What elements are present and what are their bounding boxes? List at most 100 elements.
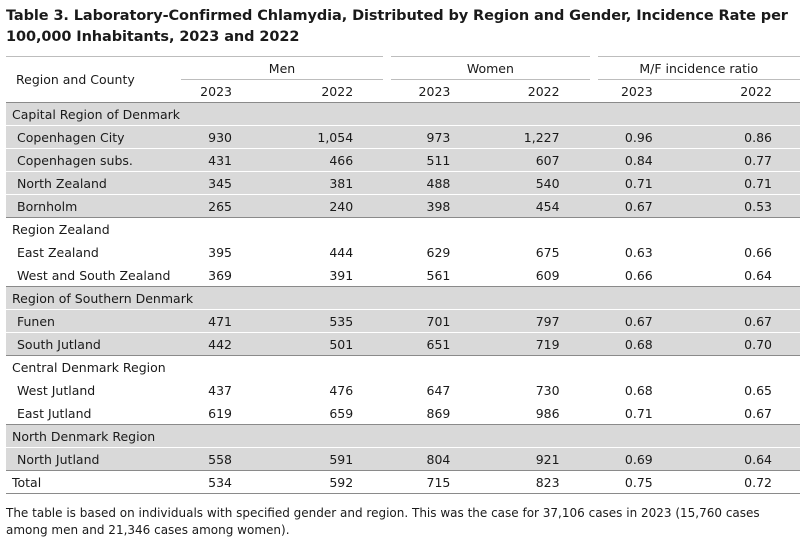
table-cell: 395: [180, 240, 284, 264]
region-county-header: Region and County: [6, 56, 181, 103]
women-group-header: Women: [383, 56, 594, 80]
table-cell: 591: [283, 447, 388, 471]
table-cell: 797: [490, 309, 594, 333]
table-cell: 730: [490, 378, 594, 402]
table-cell: 1,227: [490, 125, 594, 149]
year-header: 2023: [387, 79, 491, 103]
county-row: West Jutland 437 476 647 730 0.68 0.65: [6, 378, 800, 402]
county-row: East Zealand 395 444 629 675 0.63 0.66: [6, 240, 800, 264]
table-cell: 488: [387, 171, 491, 195]
header-row-groups: Region and County Men Women M/F incidenc…: [6, 56, 800, 103]
header-row-years: 2023 2022 2023 2022 2023 2022: [6, 79, 800, 103]
table-cell: 0.68: [593, 332, 697, 356]
table-cell: 651: [387, 332, 491, 356]
table-cell: 701: [387, 309, 491, 333]
table-cell: 391: [283, 263, 388, 287]
table-cell: 973: [387, 125, 491, 149]
county-row: Copenhagen subs. 431 466 511 607 0.84 0.77: [6, 148, 800, 172]
table-cell: 619: [180, 401, 284, 425]
table-cell: 0.67: [696, 309, 800, 333]
year-header: 2022: [283, 79, 388, 103]
table-cell: 0.68: [593, 378, 697, 402]
table-cell: 607: [490, 148, 594, 172]
table-cell: 0.67: [593, 309, 697, 333]
county-row: West and South Zealand 369 391 561 609 0.66 0.…: [6, 263, 800, 287]
table-cell: 240: [283, 194, 388, 218]
table-cell: 647: [387, 378, 491, 402]
total-row: Total 534 592 715 823 0.75 0.72: [6, 470, 800, 494]
table-cell: 823: [490, 470, 594, 494]
table-cell: 719: [490, 332, 594, 356]
document-page: Table 3. Laboratory-Confirmed Chlamydia,…: [6, 8, 800, 537]
region-name: Central Denmark Region: [6, 355, 800, 379]
table-cell: 930: [180, 125, 284, 149]
table-cell: 437: [180, 378, 284, 402]
table-cell: 265: [180, 194, 284, 218]
county-row: North Zealand 345 381 488 540 0.71 0.71: [6, 171, 800, 195]
table-cell: 0.71: [696, 171, 800, 195]
table-cell: 466: [283, 148, 388, 172]
county-name: West and South Zealand: [6, 263, 181, 287]
region-name: Capital Region of Denmark: [6, 102, 800, 126]
table-cell: 0.71: [593, 401, 697, 425]
county-row: North Jutland 558 591 804 921 0.69 0.64: [6, 447, 800, 471]
table-cell: 0.96: [593, 125, 697, 149]
table-cell: 659: [283, 401, 388, 425]
county-name: North Jutland: [6, 447, 181, 471]
table-cell: 345: [180, 171, 284, 195]
county-row: Copenhagen City 930 1,054 973 1,227 0.96 0.86: [6, 125, 800, 149]
table-cell: 0.67: [696, 401, 800, 425]
table-cell: 0.65: [696, 378, 800, 402]
table-cell: 561: [387, 263, 491, 287]
table-cell: 369: [180, 263, 284, 287]
table-title-line-2: 100,000 Inhabitants, 2023 and 2022: [6, 29, 300, 45]
county-name: Copenhagen City: [6, 125, 181, 149]
table-cell: 715: [387, 470, 491, 494]
table-cell: 0.77: [696, 148, 800, 172]
table-cell: 869: [387, 401, 491, 425]
table-cell: 986: [490, 401, 594, 425]
county-name: East Zealand: [6, 240, 181, 264]
table-footnote: The table is based on individuals with s…: [6, 506, 760, 537]
table-title-line-1: Table 3. Laboratory-Confirmed Chlamydia,…: [6, 8, 788, 24]
region-row: North Denmark Region: [6, 424, 800, 448]
table-cell: 0.67: [593, 194, 697, 218]
county-name: West Jutland: [6, 378, 181, 402]
table-cell: 804: [387, 447, 491, 471]
county-name: Bornholm: [6, 194, 181, 218]
table-cell: 398: [387, 194, 491, 218]
year-header: 2023: [180, 79, 284, 103]
table-cell: 0.84: [593, 148, 697, 172]
region-row: Region Zealand: [6, 217, 800, 241]
table-cell: 921: [490, 447, 594, 471]
table-cell: 535: [283, 309, 388, 333]
table-cell: 1,054: [283, 125, 388, 149]
table-cell: 558: [180, 447, 284, 471]
table-cell: 431: [180, 148, 284, 172]
table-cell: 0.63: [593, 240, 697, 264]
table-cell: 471: [180, 309, 284, 333]
year-header: 2022: [696, 79, 800, 103]
table-cell: 609: [490, 263, 594, 287]
table-cell: 0.64: [696, 263, 800, 287]
county-name: Copenhagen subs.: [6, 148, 181, 172]
table-cell: 0.64: [696, 447, 800, 471]
table-cell: 0.71: [593, 171, 697, 195]
table-cell: 675: [490, 240, 594, 264]
region-row: Capital Region of Denmark: [6, 102, 800, 126]
county-row: South Jutland 442 501 651 719 0.68 0.70: [6, 332, 800, 356]
county-name: Funen: [6, 309, 181, 333]
table-cell: 501: [283, 332, 388, 356]
county-name: South Jutland: [6, 332, 181, 356]
table-body: Capital Region of Denmark Copenhagen City…: [6, 102, 800, 494]
table-cell: 0.66: [593, 263, 697, 287]
table-cell: 0.66: [696, 240, 800, 264]
table-cell: 0.69: [593, 447, 697, 471]
county-row: Funen 471 535 701 797 0.67 0.67: [6, 309, 800, 333]
table-cell: 629: [387, 240, 491, 264]
county-name: East Jutland: [6, 401, 181, 425]
region-name: Region Zealand: [6, 217, 800, 241]
table-cell: 476: [283, 378, 388, 402]
year-header: 2022: [490, 79, 594, 103]
table-cell: 0.70: [696, 332, 800, 356]
